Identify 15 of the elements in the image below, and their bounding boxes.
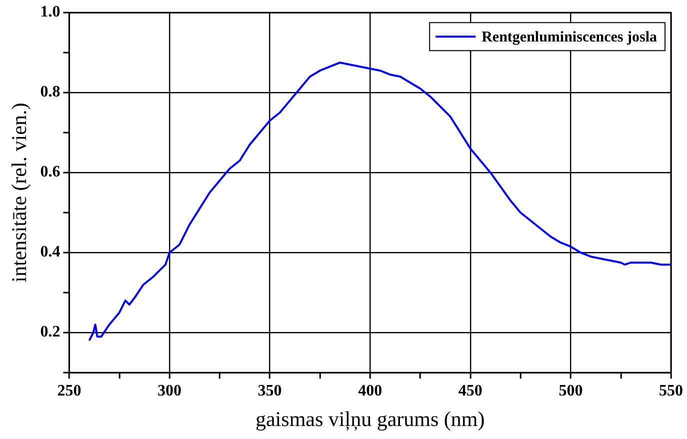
x-tick-label: 300 [158,382,182,400]
legend-label: Rentgenluminiscences josla [482,29,658,46]
x-axis-title: gaismas viļņu garums (nm) [255,406,485,431]
y-tick-label: 0.2 [40,324,60,341]
y-tick-label: 0.8 [40,84,60,101]
x-tick-label: 500 [558,382,583,400]
y-tick-label: 0.4 [40,244,60,261]
y-axis-title: intensitāte (rel. vien.) [7,102,32,282]
x-tick-label: 550 [659,382,683,400]
y-tick-label: 1.0 [40,4,60,21]
x-tick-label: 400 [358,382,382,400]
x-tick-label: 450 [458,382,482,400]
x-tick-label: 350 [258,382,282,400]
y-tick-label: 0.6 [40,164,60,181]
x-tick-label: 250 [57,382,82,400]
